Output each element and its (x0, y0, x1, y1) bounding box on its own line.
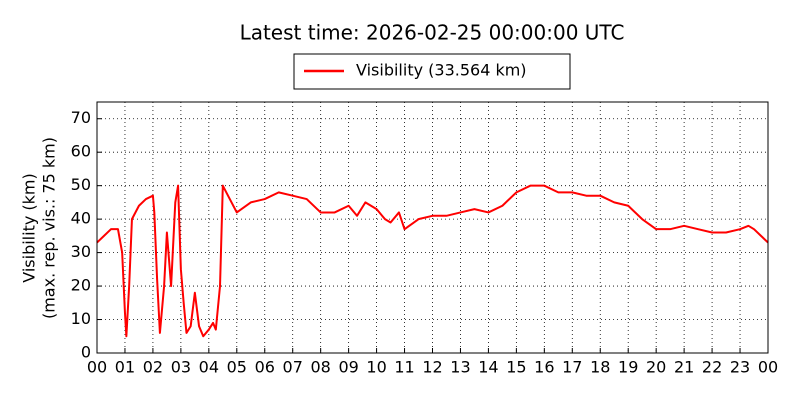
x-tick-label: 01 (115, 358, 135, 377)
x-tick-label: 10 (366, 358, 386, 377)
x-tick-label: 08 (310, 358, 330, 377)
legend-label: Visibility (33.564 km) (356, 61, 527, 80)
x-tick-label: 12 (422, 358, 442, 377)
x-tick-label: 02 (143, 358, 163, 377)
y-tick-label: 30 (71, 242, 91, 261)
x-tick-label: 07 (283, 358, 303, 377)
x-tick-label: 13 (450, 358, 470, 377)
x-tick-label: 09 (338, 358, 358, 377)
legend: Visibility (33.564 km) (293, 53, 571, 90)
y-tick-label: 0 (81, 343, 91, 362)
x-tick-label: 05 (227, 358, 247, 377)
y-axis-label: Visibility (km) (20, 173, 39, 282)
plot-frame (96, 101, 769, 354)
x-tick-label: 17 (562, 358, 582, 377)
y-tick-label: 20 (71, 276, 91, 295)
x-tick-label: 00 (758, 358, 778, 377)
x-tick-label: 11 (394, 358, 414, 377)
x-tick-label: 22 (702, 358, 722, 377)
x-tick-label: 18 (590, 358, 610, 377)
x-tick-label: 23 (730, 358, 750, 377)
y-axis-label: (max. rep. vis.: 75 km) (40, 137, 59, 319)
chart-title: Latest time: 2026-02-25 00:00:00 UTC (240, 21, 625, 45)
y-tick-label: 70 (71, 108, 91, 127)
y-tick-label: 50 (71, 175, 91, 194)
x-tick-label: 04 (199, 358, 219, 377)
y-tick-label: 40 (71, 209, 91, 228)
y-tick-label: 60 (71, 142, 91, 161)
x-tick-label: 21 (674, 358, 694, 377)
x-tick-label: 20 (646, 358, 666, 377)
data-line (96, 184, 769, 338)
x-tick-label: 14 (478, 358, 498, 377)
x-tick-label: 15 (506, 358, 526, 377)
x-tick-label: 19 (618, 358, 638, 377)
x-tick-label: 06 (255, 358, 275, 377)
x-tick-label: 16 (534, 358, 554, 377)
x-tick-label: 03 (171, 358, 191, 377)
y-tick-label: 10 (71, 309, 91, 328)
x-tick-label: 00 (87, 358, 107, 377)
